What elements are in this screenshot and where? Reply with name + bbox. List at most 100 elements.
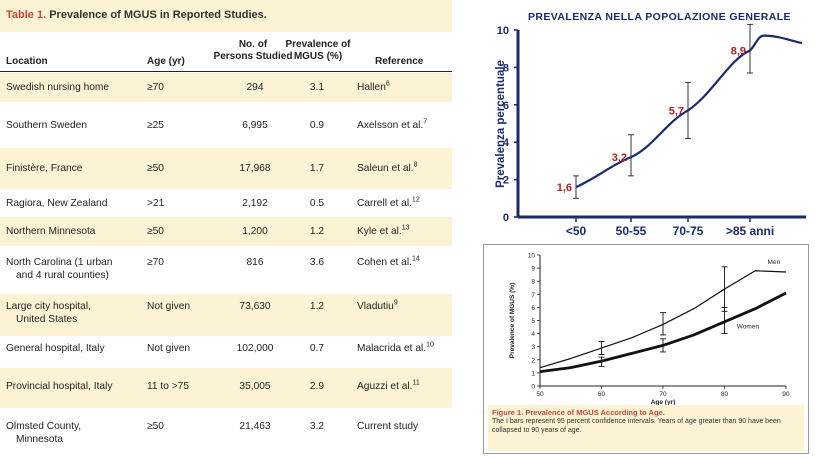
chart1-y-tick-label: 10 xyxy=(497,25,509,37)
chart2-legend-women: Women xyxy=(737,323,760,330)
chart2-x-tick-label: 50 xyxy=(536,391,544,398)
cell-prevalence: 0.9 xyxy=(309,120,325,131)
cell-persons: 73,630 xyxy=(239,301,271,312)
chart2-y-tick-label: 1 xyxy=(531,370,535,377)
cell-prevalence: 1.7 xyxy=(309,163,325,174)
table-row: Provincial hospital, Italy 11 to >75 35,… xyxy=(0,368,452,408)
chart2-x-tick-label: 90 xyxy=(782,391,790,398)
prevalence-chart-by-age: 0 1 2 3 4 5 6 7 8 9 10 50 60 70 80 90 Age (yr) Prevalence… xyxy=(483,244,809,454)
prevalence-chart-italian: PREVALENZA NELLA POPOLAZIONE GENERALE 0 2… xyxy=(488,0,815,244)
chart2-y-tick-label: 5 xyxy=(531,318,535,325)
table-row: Large city hospital, United States Not g… xyxy=(0,294,452,336)
cell-location-line1: Olmsted County, xyxy=(6,421,82,432)
cell-location: Large city hospital, United States xyxy=(6,300,136,326)
table-title-text: Prevalence of MGUS in Reported Studies. xyxy=(49,9,267,21)
table-header: Location Age (yr) No. of Persons Studied… xyxy=(0,34,452,72)
cell-persons: 21,463 xyxy=(239,421,271,432)
chart2-x-tick-label: 60 xyxy=(598,391,606,398)
cell-age: >21 xyxy=(147,198,165,209)
cell-prevalence: 3.2 xyxy=(309,421,325,432)
cell-prevalence: 0.7 xyxy=(309,343,325,354)
cell-reference: Saleun et al.8 xyxy=(357,161,418,174)
cell-persons: 1,200 xyxy=(242,226,268,237)
cell-reference: Vladutiu9 xyxy=(357,299,398,312)
cell-prevalence: 1.2 xyxy=(309,301,325,312)
cell-prevalence: 1.2 xyxy=(309,226,325,237)
cell-persons: 35,005 xyxy=(239,381,271,392)
cell-persons: 17,968 xyxy=(239,163,271,174)
cell-location-line1: Large city hospital, xyxy=(6,301,91,312)
chart2-y-label: Prevalence of MGUS (%) xyxy=(509,283,516,359)
header-prevalence-line1: Prevalence of xyxy=(285,39,351,50)
cell-location: Southern Sweden xyxy=(6,120,87,131)
table-row: Ragiora, New Zealand >21 2,192 0.5 Carre… xyxy=(0,189,452,217)
figure-caption: Figure 1. Prevalence of MGUS According t… xyxy=(488,405,804,451)
cell-age: ≥50 xyxy=(147,226,164,237)
chart2-x-tick-label: 80 xyxy=(721,391,729,398)
chart2-y-tick-label: 7 xyxy=(531,292,535,299)
cell-age: Not given xyxy=(147,301,191,312)
chart1-y-tick-label: 4 xyxy=(503,137,510,149)
header-persons: No. of Persons Studied xyxy=(212,39,294,63)
chart2-x-tick-label: 70 xyxy=(659,391,667,398)
chart1-x-tick-label: >85 anni xyxy=(726,224,774,238)
header-age: Age (yr) xyxy=(147,56,185,67)
cell-reference: Hallen6 xyxy=(357,80,390,93)
cell-age: ≥25 xyxy=(147,120,164,131)
mgus-table: Table 1. Prevalence of MGUS in Reported … xyxy=(0,0,452,458)
cell-reference: Kyle et al.13 xyxy=(357,224,410,237)
table-row: Swedish nursing home ≥70 294 3.1 Hallen6 xyxy=(0,73,452,102)
cell-location: Swedish nursing home xyxy=(6,82,110,93)
cell-age: ≥50 xyxy=(147,163,164,174)
chart2-y-tick-label: 4 xyxy=(531,331,535,338)
chart1-x-tick-label: 70-75 xyxy=(673,224,704,238)
cell-location: General hospital, Italy xyxy=(6,343,105,354)
cell-age: Not given xyxy=(147,343,191,354)
cell-location: Finistère, France xyxy=(6,163,83,174)
cell-prevalence: 3.6 xyxy=(309,257,325,268)
cell-age: 11 to >75 xyxy=(147,381,190,392)
cell-age: ≥70 xyxy=(147,257,164,268)
cell-location-line1: North Carolina (1 urban xyxy=(6,257,113,268)
header-persons-line2: Persons Studied xyxy=(213,51,293,62)
chart2-y-tick-label: 2 xyxy=(531,357,535,364)
figure-caption-text: The I bars represent 95 percent confiden… xyxy=(492,418,781,434)
table-row: Southern Sweden ≥25 6,995 0.9 Axelsson e… xyxy=(0,102,452,148)
chart1-y-label: Prevalenza percentuale xyxy=(495,60,507,188)
cell-persons: 816 xyxy=(246,257,264,268)
table-row: Finistère, France ≥50 17,968 1.7 Saleun … xyxy=(0,148,452,189)
cell-reference: Carrell et al.12 xyxy=(357,196,420,209)
chart1-plot: 0 2 4 6 8 10 <50 50-55 70-75 >85 anni Prevalenza p… xyxy=(495,23,806,238)
chart1-data-label: 1,6 xyxy=(557,182,572,194)
chart1-y-tick-label: 0 xyxy=(503,212,509,224)
cell-age: ≥50 xyxy=(147,421,164,432)
chart2-y-tick-label: 3 xyxy=(531,344,535,351)
cell-location: Provincial hospital, Italy xyxy=(6,381,113,392)
chart2-x-label: Age (yr) xyxy=(651,399,676,405)
cell-location: North Carolina (1 urban and 4 rural coun… xyxy=(6,256,151,282)
table-title: Table 1. Prevalence of MGUS in Reported … xyxy=(0,0,452,32)
table-label: Table 1. xyxy=(6,9,47,21)
chart1-y-tick-label: 6 xyxy=(503,100,509,112)
table-row: North Carolina (1 urban and 4 rural coun… xyxy=(0,246,452,294)
chart1-x-tick-label: 50-55 xyxy=(616,224,647,238)
table-row: Northern Minnesota ≥50 1,200 1.2 Kyle et… xyxy=(0,217,452,246)
cell-persons: 102,000 xyxy=(236,343,274,354)
table-row: Olmsted County, Minnesota ≥50 21,463 3.2… xyxy=(0,408,452,458)
header-prevalence: Prevalence of MGUS (%) xyxy=(282,39,354,63)
cell-persons: 294 xyxy=(246,82,264,93)
chart1-x-tick-label: <50 xyxy=(566,224,587,238)
chart1-data-label: 3,2 xyxy=(612,152,627,164)
cell-location-line2: and 4 rural counties) xyxy=(16,270,109,281)
chart2-y-tick-label: 6 xyxy=(531,305,535,312)
figure-caption-title: Figure 1. Prevalence of MGUS According t… xyxy=(492,408,665,417)
chart1-y-tick-label: 8 xyxy=(503,62,509,74)
header-location: Location xyxy=(6,56,48,67)
cell-persons: 6,995 xyxy=(242,120,268,131)
chart2-legend-men: Men xyxy=(768,259,781,266)
cell-location: Ragiora, New Zealand xyxy=(6,198,108,209)
cell-location-line2: United States xyxy=(16,314,78,325)
chart2-y-tick-label: 10 xyxy=(528,253,536,260)
chart1-title: PREVALENZA NELLA POPOLAZIONE GENERALE xyxy=(528,11,791,23)
table-row: General hospital, Italy Not given 102,00… xyxy=(0,336,452,368)
